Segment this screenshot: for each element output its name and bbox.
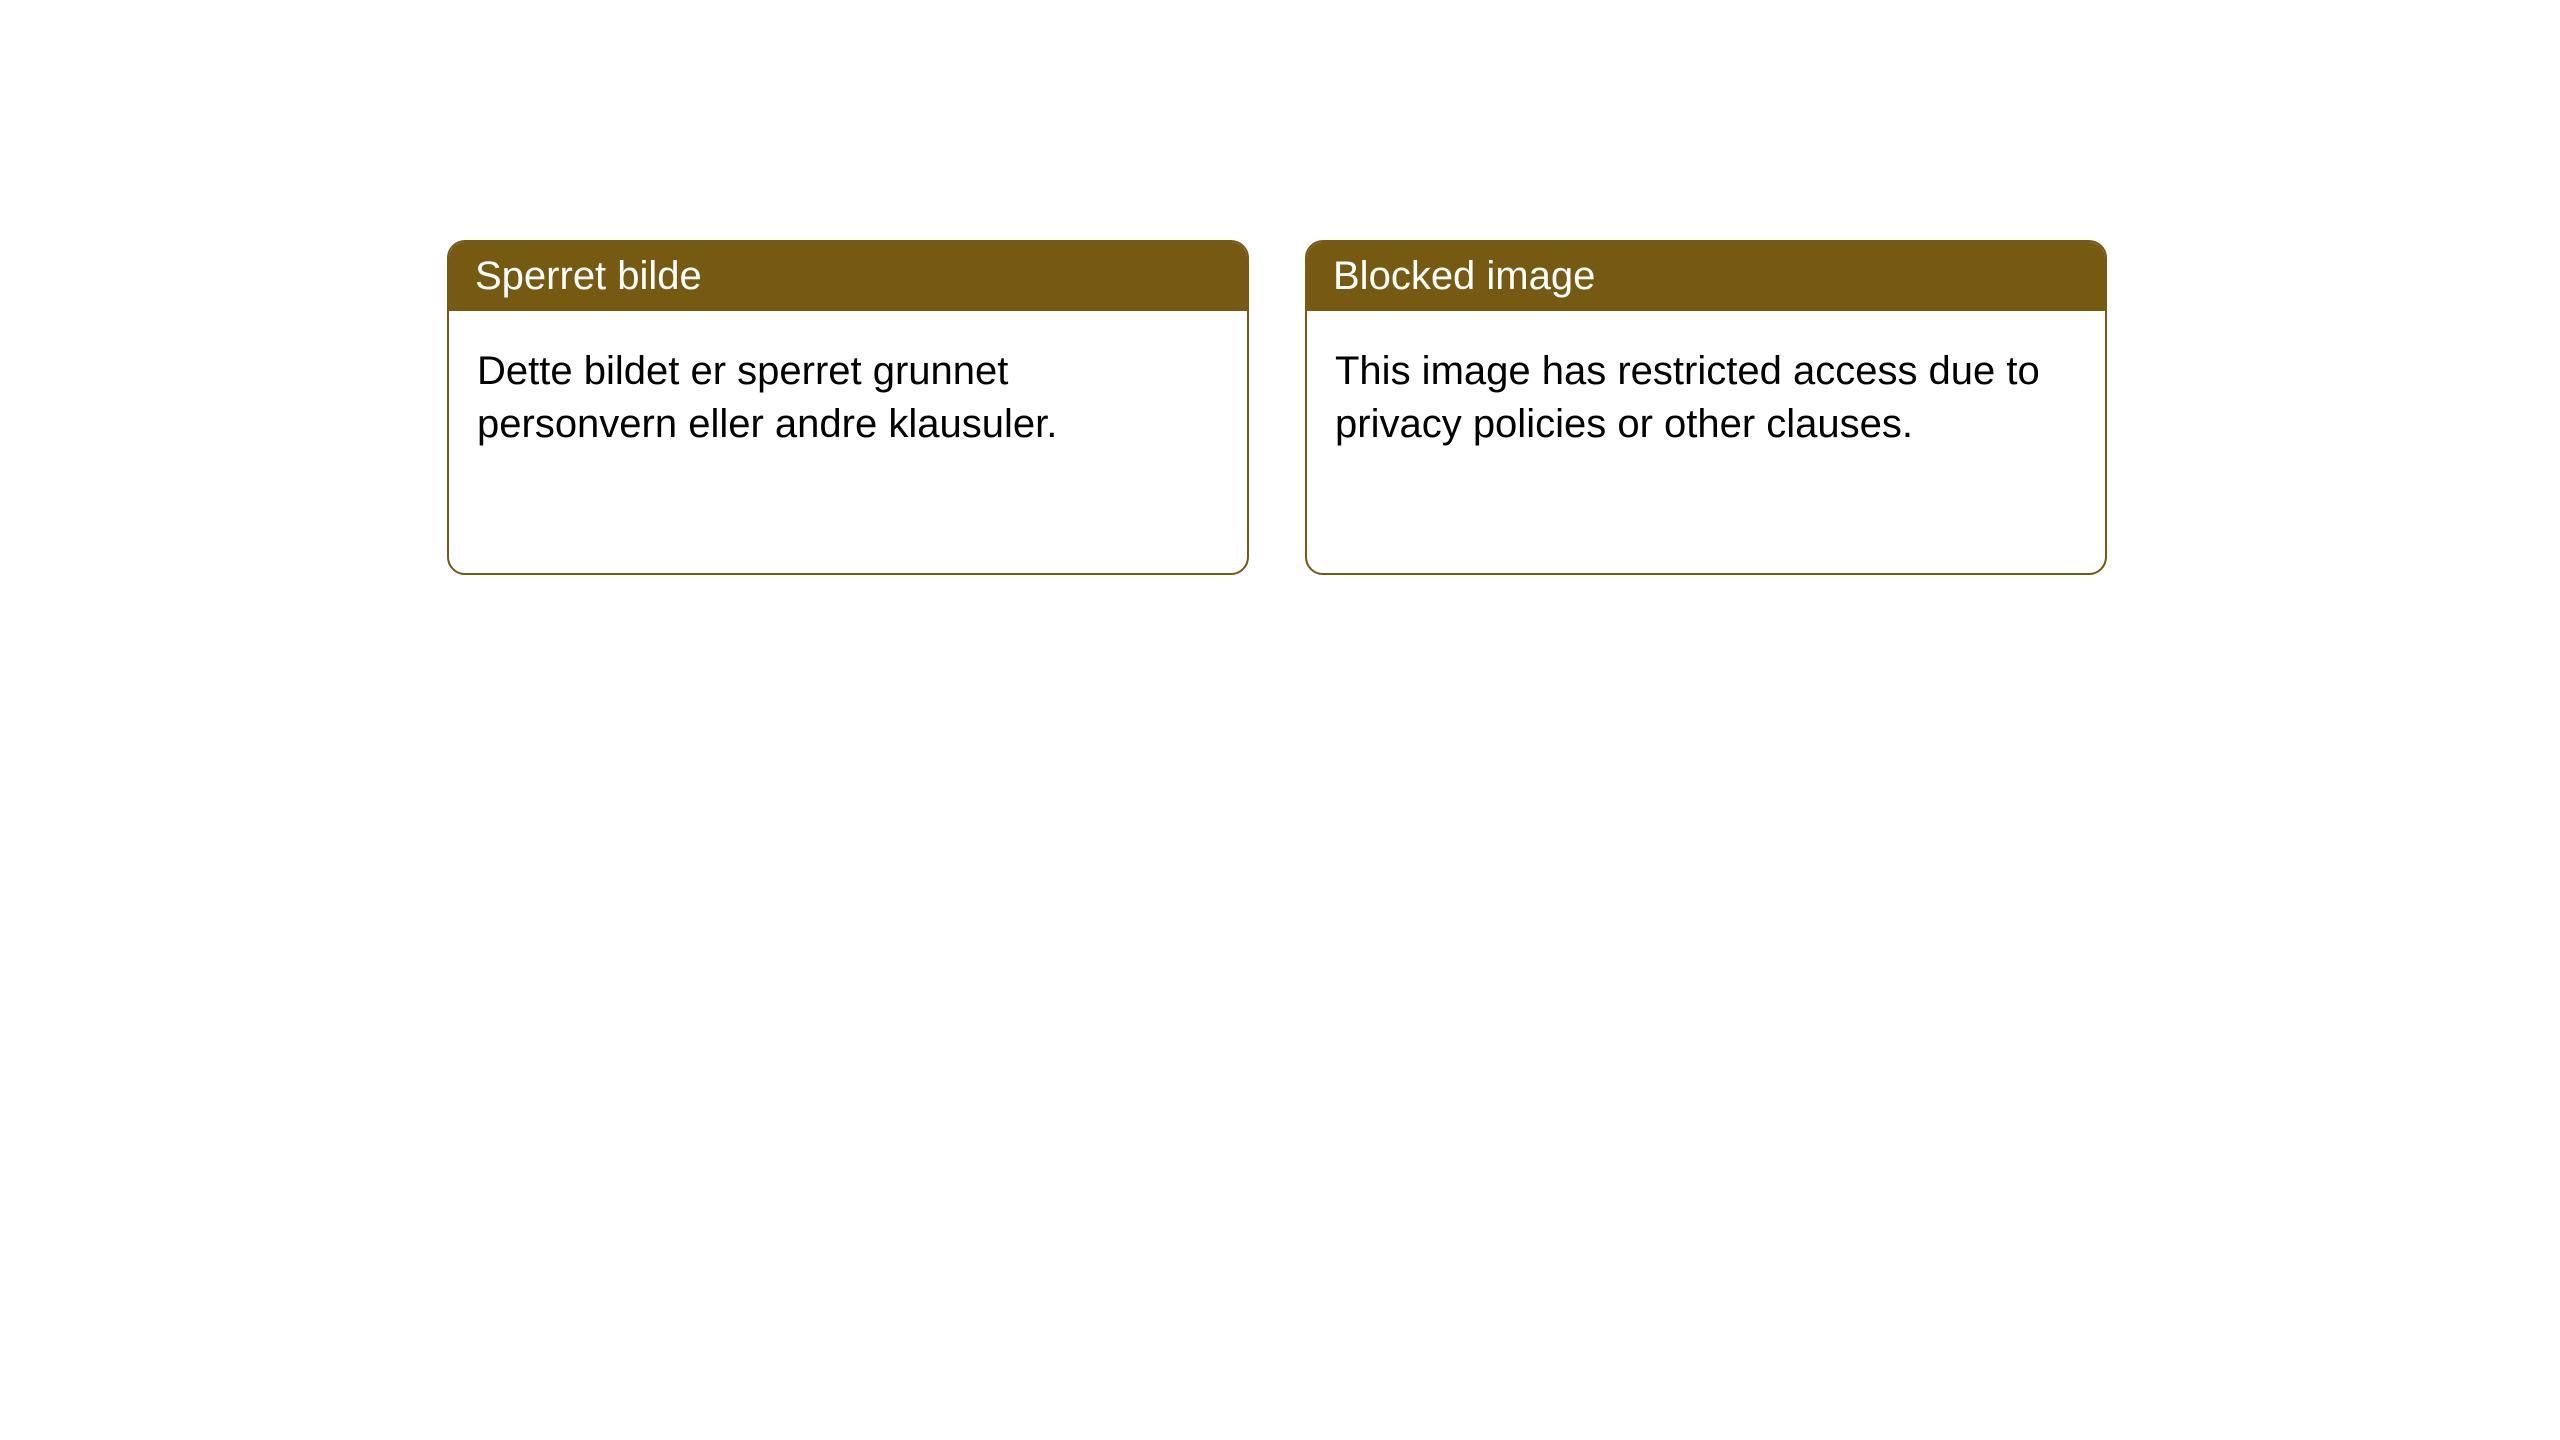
notice-card-english: Blocked image This image has restricted … — [1305, 240, 2107, 575]
notice-card-norwegian: Sperret bilde Dette bildet er sperret gr… — [447, 240, 1249, 575]
notice-header-english: Blocked image — [1307, 242, 2105, 311]
notice-text-norwegian: Dette bildet er sperret grunnet personve… — [477, 349, 1057, 446]
notice-header-norwegian: Sperret bilde — [449, 242, 1247, 311]
notice-title-norwegian: Sperret bilde — [475, 254, 702, 298]
notice-body-english: This image has restricted access due to … — [1307, 311, 2105, 485]
notice-text-english: This image has restricted access due to … — [1335, 349, 2040, 446]
notice-title-english: Blocked image — [1333, 254, 1595, 298]
notice-container: Sperret bilde Dette bildet er sperret gr… — [0, 0, 2560, 575]
notice-body-norwegian: Dette bildet er sperret grunnet personve… — [449, 311, 1247, 485]
